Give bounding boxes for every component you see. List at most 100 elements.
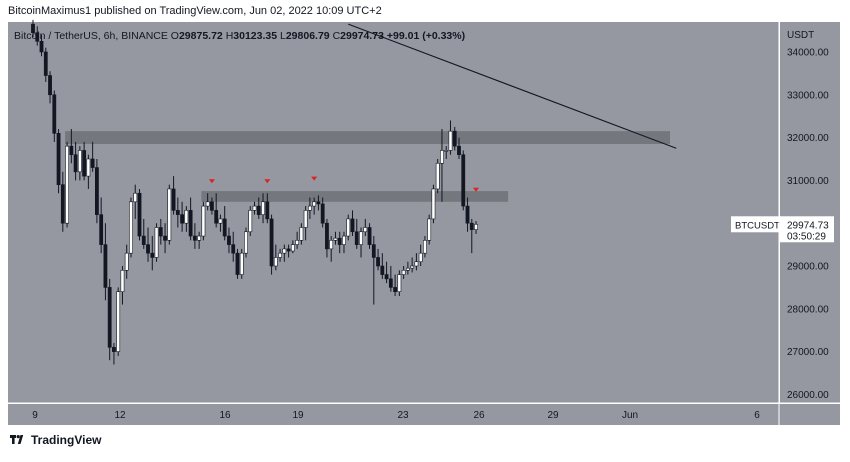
candle-body bbox=[31, 23, 35, 34]
candle-body bbox=[218, 218, 223, 224]
candle-body bbox=[227, 235, 231, 245]
time-tick-label: 23 bbox=[397, 410, 409, 421]
candles-layer bbox=[31, 19, 478, 365]
candle-body bbox=[197, 235, 202, 241]
tradingview-logo-icon bbox=[10, 435, 26, 445]
markers-layer bbox=[208, 176, 480, 192]
candle-body bbox=[410, 265, 415, 269]
bar-countdown: 03:50:29 bbox=[787, 231, 826, 242]
candle bbox=[265, 193, 270, 224]
legend-part: Bitcoin / TetherUS, 6h, BINANCE bbox=[14, 30, 171, 42]
time-tick-label: Jun bbox=[622, 410, 638, 421]
candle-body bbox=[158, 227, 163, 237]
candle bbox=[39, 34, 44, 57]
candle bbox=[363, 218, 368, 237]
candle bbox=[31, 19, 35, 37]
price-axis-panel[interactable] bbox=[780, 22, 840, 403]
candle bbox=[342, 231, 346, 254]
candle-body bbox=[124, 252, 129, 271]
candle-body bbox=[133, 192, 138, 203]
candle-body bbox=[350, 218, 355, 233]
candle-body bbox=[299, 227, 304, 241]
time-tick-label: 19 bbox=[292, 410, 304, 421]
candle bbox=[56, 129, 61, 194]
candle-body bbox=[239, 252, 244, 275]
resistance-marker bbox=[208, 179, 215, 184]
candle-body bbox=[69, 145, 74, 156]
candle bbox=[414, 253, 419, 271]
candle-body bbox=[120, 269, 125, 292]
candle bbox=[52, 90, 57, 142]
trendline-layer bbox=[348, 23, 677, 149]
candle bbox=[180, 201, 185, 232]
candle-body bbox=[384, 274, 389, 280]
candle-body bbox=[82, 150, 87, 177]
last-price-box bbox=[780, 216, 834, 243]
footer-brand: TradingView bbox=[10, 433, 101, 447]
candle-body bbox=[414, 261, 419, 267]
candle-body bbox=[465, 205, 470, 224]
candle bbox=[146, 227, 150, 262]
candle bbox=[95, 158, 99, 224]
candle-body bbox=[107, 287, 112, 348]
candle-body bbox=[380, 265, 385, 275]
candle bbox=[65, 141, 69, 228]
candle-body bbox=[431, 188, 436, 220]
candle-body bbox=[235, 252, 240, 275]
candle bbox=[465, 197, 470, 232]
candle-body bbox=[35, 32, 40, 42]
candle bbox=[99, 197, 104, 254]
candle bbox=[112, 343, 116, 365]
candle-body bbox=[423, 240, 427, 254]
candle-body bbox=[56, 133, 61, 185]
candle-body bbox=[192, 235, 197, 241]
candle bbox=[427, 214, 432, 245]
candle-body bbox=[469, 222, 474, 230]
candle bbox=[69, 129, 74, 164]
resistance-marker bbox=[264, 179, 271, 184]
candle-body bbox=[43, 51, 48, 76]
candle bbox=[248, 206, 253, 237]
candle-body bbox=[48, 75, 52, 96]
resistance-marker bbox=[473, 187, 480, 192]
time-tick-label: 9 bbox=[32, 410, 38, 421]
candle bbox=[350, 210, 355, 237]
candle-body bbox=[273, 257, 278, 267]
candle bbox=[137, 188, 142, 241]
candle bbox=[210, 197, 214, 215]
candle bbox=[171, 176, 176, 215]
candle bbox=[163, 223, 167, 254]
candle bbox=[77, 146, 82, 181]
candle-body bbox=[95, 167, 99, 215]
candle bbox=[192, 223, 197, 249]
candle bbox=[235, 248, 240, 279]
candle-body bbox=[77, 150, 82, 173]
candle bbox=[359, 227, 363, 258]
candle bbox=[401, 266, 406, 279]
candle-body bbox=[39, 40, 44, 53]
candle bbox=[286, 244, 291, 258]
legend-part: 30123.35 bbox=[233, 30, 280, 42]
candle-body bbox=[278, 252, 282, 258]
candle bbox=[303, 206, 308, 241]
candle bbox=[290, 240, 295, 254]
candle-body bbox=[103, 244, 108, 288]
candle bbox=[269, 214, 274, 275]
footer-brand-text: TradingView bbox=[31, 433, 102, 447]
plot-area[interactable] bbox=[8, 22, 779, 403]
candle bbox=[397, 270, 402, 296]
time-axis: 9 12 16 19 23 26 29 Jun 6 bbox=[32, 410, 760, 421]
candle-body bbox=[435, 162, 440, 190]
candle-body bbox=[265, 201, 270, 220]
legend-part: H bbox=[226, 30, 234, 42]
candle-body bbox=[99, 214, 104, 245]
candle bbox=[141, 218, 146, 249]
candle bbox=[423, 236, 427, 258]
time-axis-panel[interactable] bbox=[8, 404, 840, 425]
candle bbox=[388, 266, 393, 292]
candle-body bbox=[363, 227, 368, 233]
candle bbox=[60, 171, 65, 232]
candle-body bbox=[388, 278, 393, 288]
